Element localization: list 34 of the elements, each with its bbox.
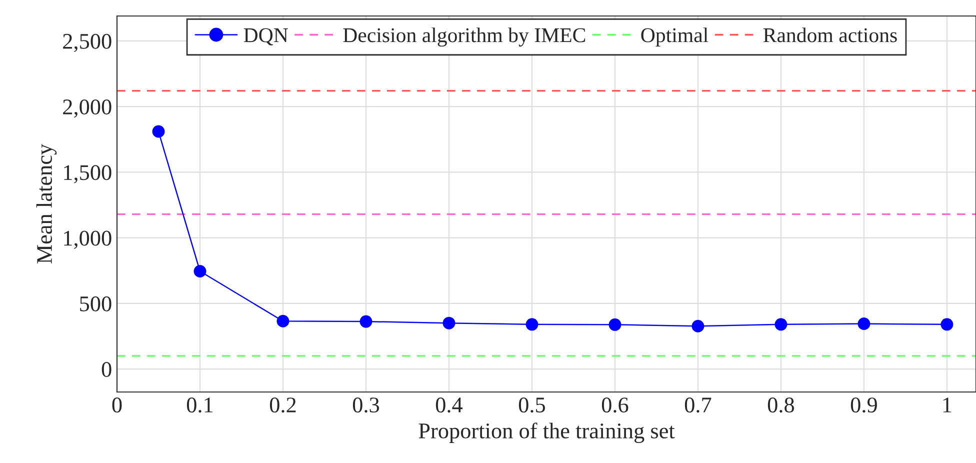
y-tick-label: 1,500 [64,165,112,184]
point [276,314,290,328]
y-tick-label: 1,000 [64,230,112,249]
y-tick-label: 500 [80,296,112,312]
point [194,265,206,278]
point [692,320,704,332]
point [360,315,372,328]
x-tick-label: 0.7 [684,398,712,413]
y-axis-title: Mean latency [36,144,57,264]
legend-label: Optimal [641,28,708,46]
x-tick-label: 0.5 [518,398,545,413]
x-tick-label: 0.2 [270,398,296,413]
point [152,125,165,138]
legend-label: Decision algorithm by IMEC [343,28,586,47]
y-tick-label: 2,500 [63,34,112,52]
x-tick-label: 0.9 [850,398,877,413]
y-tick-label: 0 [102,362,112,377]
point [940,318,954,331]
legend-label: Random actions [763,28,897,42]
x-axis-title: Proportion of the training set [418,422,675,444]
legend-label: DQN [244,28,288,46]
x-tick-label: 0.1 [186,398,213,413]
x-tick-label: 1 [943,398,952,412]
point [858,318,870,330]
x-tick-label: 0.4 [436,398,463,413]
point [526,318,538,331]
point [442,316,456,330]
x-tick-label: 0.3 [352,398,380,413]
x-tick-label: 0.6 [602,398,628,413]
x-tick-label: 0.8 [768,398,794,413]
x-tick-label: 0 [112,398,122,412]
point [774,318,788,331]
point [608,318,622,331]
y-tick-label: 2,000 [63,99,112,118]
